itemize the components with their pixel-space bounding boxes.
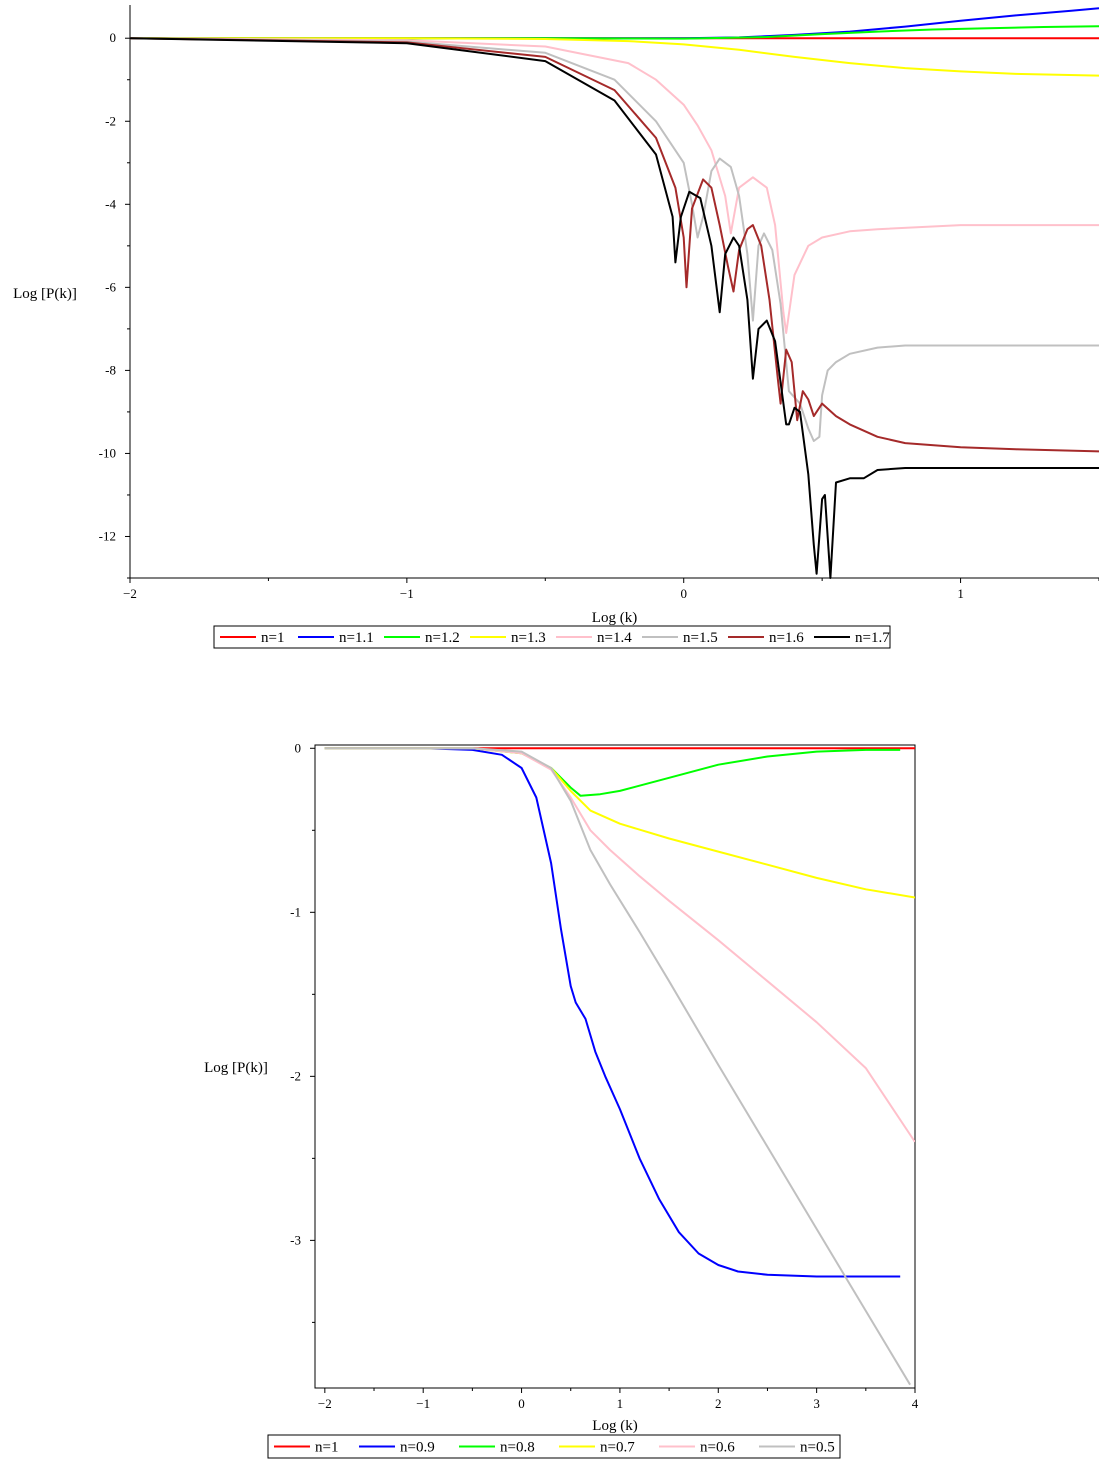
legend-label: n=0.7 [600, 1440, 635, 1456]
legend-label: n=1.7 [855, 630, 890, 646]
x-axis-title: Log (k) [592, 610, 637, 626]
x-tick-label: −2 [318, 1396, 332, 1411]
series-line-n=1.1 [130, 7, 1099, 40]
y-tick-label: -6 [105, 279, 116, 294]
series-line-n=0.5 [324, 747, 911, 1386]
y-axis-title: Log [P(k)] [204, 1060, 268, 1076]
legend-label: n=1.6 [769, 630, 804, 646]
legend-label: n=1 [315, 1440, 338, 1456]
legend-label: n=1.2 [425, 630, 460, 646]
plot-frame [314, 744, 916, 1389]
x-axis-title: Log (k) [592, 1418, 637, 1434]
top-chart: −2 −1 0 1 0 -2 -4 -6 -8 -10 -12 Log (k) Log [P(k)] n=… [13, 5, 1099, 649]
series-line-n=0.8 [324, 747, 901, 797]
legend-label: n=1.4 [597, 630, 632, 646]
legend-label: n=0.9 [400, 1440, 435, 1456]
series-line-n=0.9 [324, 747, 901, 1278]
series-line-n=0.6 [324, 747, 915, 1143]
y-tick-label: -1 [290, 904, 301, 919]
legend-label: n=0.5 [800, 1440, 835, 1456]
y-tick-label: -8 [105, 362, 116, 377]
y-tick-label: 0 [110, 30, 117, 45]
y-tick-label: -10 [99, 445, 116, 460]
legend-label: n=1.1 [339, 630, 374, 646]
series-line-n=1.4 [130, 37, 1099, 334]
legend-box [267, 1434, 841, 1459]
series-line-n=1.5 [130, 37, 1099, 442]
x-tick-label: −2 [123, 586, 137, 601]
legend-box [213, 625, 891, 649]
x-tick-label: 0 [680, 586, 687, 601]
legend-label: n=1.3 [511, 630, 546, 646]
x-tick-label: 1 [957, 586, 964, 601]
y-tick-label: 0 [295, 740, 302, 755]
y-tick-label: -12 [99, 528, 116, 543]
x-tick-label: 4 [912, 1396, 919, 1411]
x-tick-label: −1 [416, 1396, 430, 1411]
legend-label: n=1.5 [683, 630, 718, 646]
legend-label: n=0.8 [500, 1440, 535, 1456]
x-tick-label: 1 [617, 1396, 624, 1411]
series-line-n=1.2 [130, 25, 1099, 40]
y-tick-label: -4 [105, 196, 116, 211]
bottom-chart: −2 −1 0 1 2 3 4 0 -1 -2 -3 Log (k) Log [P(k)] n=1 n=0.… [204, 740, 919, 1459]
legend-label: n=0.6 [700, 1440, 735, 1456]
series-line-n=0.7 [324, 747, 915, 899]
x-tick-label: 2 [715, 1396, 722, 1411]
x-tick-label: −1 [400, 586, 414, 601]
legend-label: n=1 [261, 630, 284, 646]
y-tick-label: -3 [290, 1232, 301, 1247]
series-line-n=1.3 [130, 37, 1099, 77]
series-line-n=1.7 [130, 37, 1099, 579]
x-tick-label: 3 [813, 1396, 820, 1411]
y-tick-label: -2 [105, 113, 116, 128]
y-axis-title: Log [P(k)] [13, 286, 77, 302]
x-tick-label: 0 [518, 1396, 525, 1411]
y-tick-label: -2 [290, 1068, 301, 1083]
